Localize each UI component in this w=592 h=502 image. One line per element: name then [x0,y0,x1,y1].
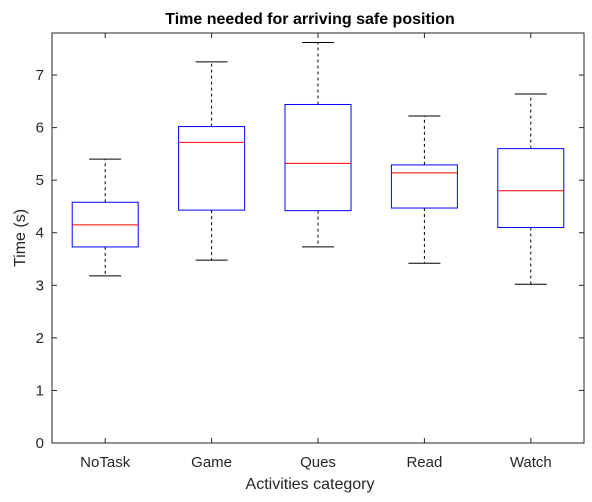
x-tick-label: Ques [300,454,336,471]
plot-area: 0 1 2 3 4 5 6 7 NoTask Game Ques Read Watch [36,32,585,471]
box-watch [497,148,565,228]
y-tick-label: 1 [36,382,44,399]
y-tick-label: 7 [36,67,44,84]
box-ques [284,103,352,212]
y-tick-label: 4 [36,225,44,242]
x-tick-label: Watch [510,454,552,471]
x-tick-label: Read [406,454,442,471]
box-read [390,164,458,209]
y-tick-label: 2 [36,330,44,347]
y-axis-label: Time (s) [12,209,29,267]
y-tick-label: 6 [36,120,44,137]
x-tick-label: Game [191,454,232,471]
box-game [178,126,246,211]
x-tick-label: NoTask [80,454,131,471]
y-tick-label: 5 [36,172,44,189]
axes-frame [51,32,585,444]
x-axis-label: Activities category [246,476,375,493]
y-tick-label: 3 [36,277,44,294]
y-tick-label: 0 [36,435,44,452]
chart-title: Time needed for arriving safe position [165,11,455,28]
